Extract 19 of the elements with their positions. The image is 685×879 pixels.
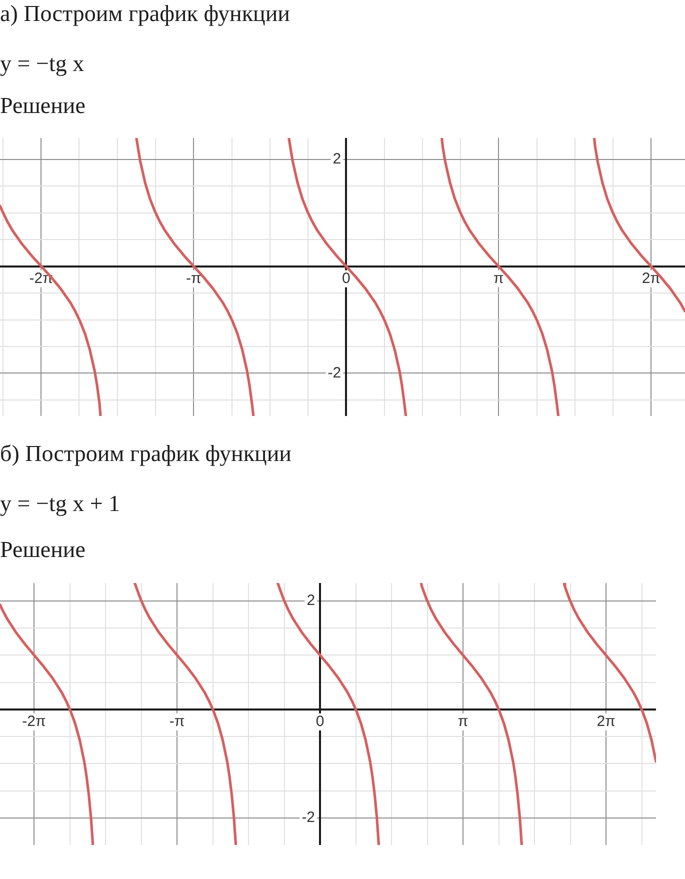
chart-subtitle: y = −tg x + 1 [0, 490, 120, 518]
x-tick-label: -π [186, 270, 202, 287]
y-tick-label: 2 [306, 592, 316, 610]
text: Решение [0, 92, 86, 120]
x-tick-label: -2π [22, 713, 46, 730]
x-tick-label: π [458, 713, 468, 730]
x-tick-label: 0 [316, 713, 324, 730]
y-tick-label: -2 [302, 809, 316, 826]
x-tick-label: -π [169, 713, 185, 730]
chart-title: а) Построим график функции [0, 0, 290, 28]
text: Решение [0, 536, 86, 564]
x-tick-label: 2π [642, 270, 661, 287]
y-tick-label: 2 [332, 150, 342, 168]
x-tick-label: 0 [342, 270, 350, 287]
y-tick-label: -2 [328, 364, 342, 382]
x-tick-label: 2π [596, 713, 616, 730]
chart-title: б) Построим график функции [0, 440, 292, 468]
chart-subtitle: y = −tg x [0, 50, 84, 78]
x-tick-label: π [493, 270, 504, 287]
